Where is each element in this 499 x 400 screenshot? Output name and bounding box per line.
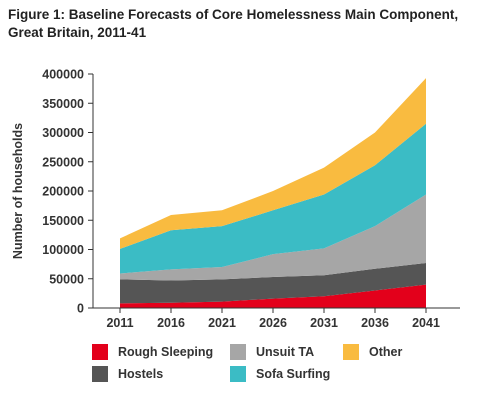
area-unsuit-ta bbox=[120, 194, 426, 281]
x-tick-label: 2026 bbox=[259, 316, 287, 330]
y-axis-label: Number of households bbox=[11, 123, 25, 259]
x-tick-label: 2011 bbox=[106, 316, 133, 330]
chart-title: Figure 1: Baseline Forecasts of Core Hom… bbox=[8, 6, 488, 42]
y-tick-label: 150000 bbox=[42, 214, 84, 228]
x-tick-label: 2016 bbox=[157, 316, 185, 330]
area-hostels bbox=[120, 262, 426, 304]
area-sofa-surfing bbox=[120, 123, 426, 274]
y-tick-label: 50000 bbox=[49, 272, 84, 286]
y-tick-label: 400000 bbox=[42, 68, 84, 82]
y-tick-label: 200000 bbox=[42, 185, 84, 199]
area-other bbox=[120, 78, 426, 249]
chart-title-line-1: Figure 1: Baseline Forecasts of Core Hom… bbox=[8, 7, 459, 22]
x-tick-label: 2041 bbox=[412, 316, 440, 330]
y-tick-label: 250000 bbox=[42, 155, 84, 169]
y-tick-label: 0 bbox=[77, 302, 84, 316]
y-tick-label: 100000 bbox=[42, 243, 84, 257]
y-tick-label: 350000 bbox=[42, 97, 84, 111]
x-tick-label: 2031 bbox=[310, 316, 338, 330]
y-tick-label: 300000 bbox=[42, 126, 84, 140]
chart-title-line-2: Great Britain, 2011-41 bbox=[8, 25, 147, 40]
x-tick-label: 2036 bbox=[361, 316, 389, 330]
x-tick-label: 2021 bbox=[208, 316, 236, 330]
